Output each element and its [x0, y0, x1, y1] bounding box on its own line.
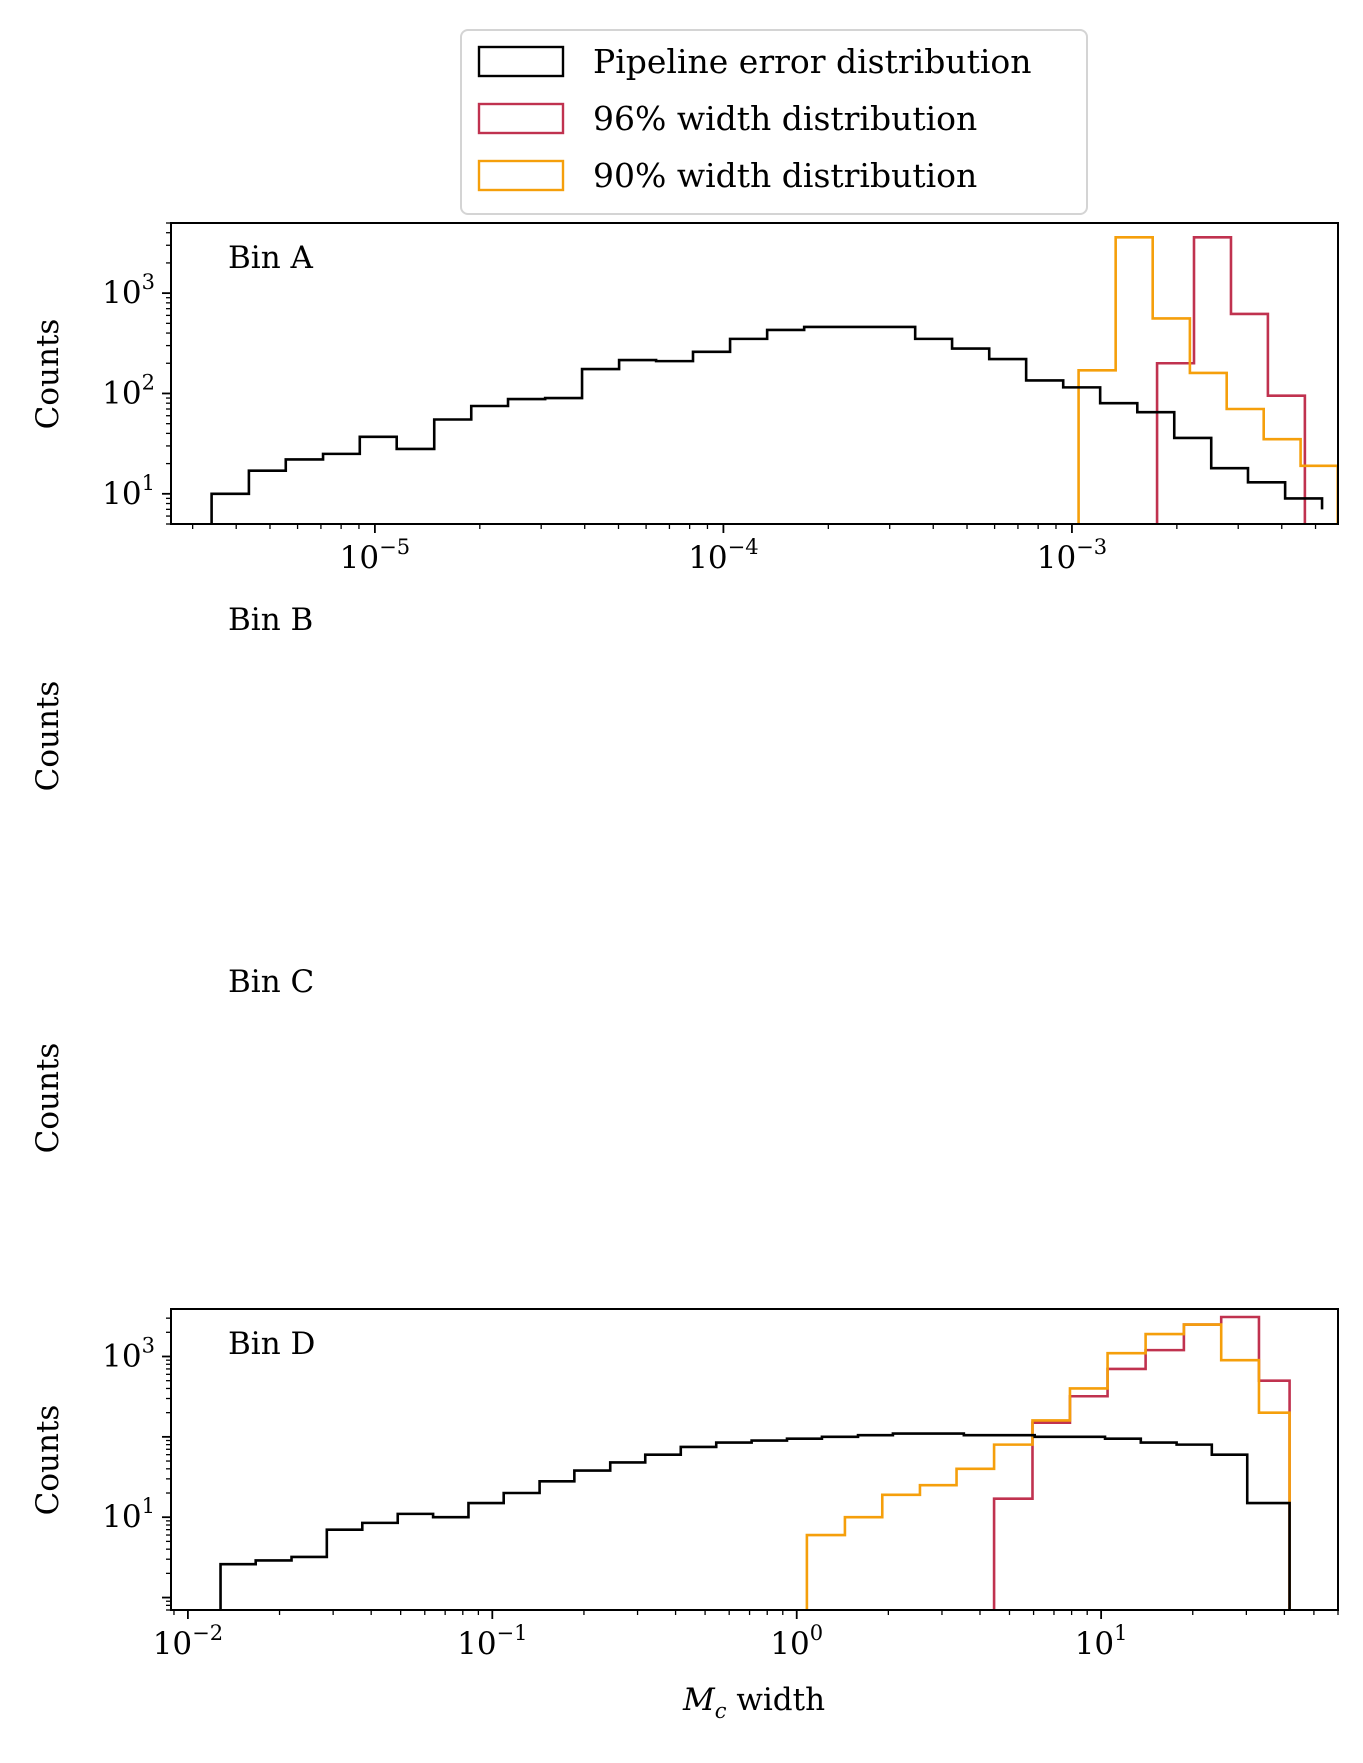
y-axis-label: Counts [30, 319, 66, 430]
x-axis-label: Mc width [682, 1682, 825, 1723]
tick-exponent: 0 [810, 1621, 823, 1645]
legend-frame [460, 29, 1088, 215]
tick-exponent: 1 [1114, 1621, 1127, 1645]
y-tick-label: 103 [102, 1333, 155, 1374]
x-tick-label: 10−4 [688, 535, 758, 576]
legend-entry-96: 96% width distribution [477, 99, 977, 138]
series-96-width [1155, 236, 1307, 524]
legend-entry-pipeline: Pipeline error distribution [477, 42, 1032, 81]
panel-bin-b-series [219, 1315, 1291, 1610]
tick-base: 10 [102, 375, 141, 411]
tick-exponent: −3 [1076, 535, 1107, 559]
y-axis-label: Counts [30, 681, 66, 792]
y-axis-label: Counts [30, 1405, 66, 1516]
y-tick-label: 101 [102, 471, 155, 512]
legend-label: 90% width distribution [593, 156, 977, 195]
tick-base: 10 [770, 1626, 809, 1662]
tick-exponent: 3 [142, 1333, 155, 1357]
legend: Pipeline error distribution 96% width di… [460, 29, 1088, 215]
tick-base: 10 [102, 275, 141, 311]
x-axis-label-symbol: M [682, 1682, 716, 1718]
tick-exponent: 1 [142, 471, 155, 495]
legend-label: Pipeline error distribution [593, 42, 1032, 81]
x-tick-label: 10−1 [457, 1621, 527, 1662]
x-axis-label-rest: width [726, 1682, 825, 1718]
x-tick-label: 10−3 [1037, 535, 1107, 576]
tick-base: 10 [457, 1626, 496, 1662]
x-tick-label: 100 [770, 1621, 823, 1662]
x-tick-label: 101 [1075, 1621, 1128, 1662]
series-90-width [1077, 236, 1338, 524]
tick-exponent: −1 [497, 1621, 528, 1645]
series-96-width [992, 1315, 1291, 1610]
tick-exponent: −4 [728, 535, 759, 559]
legend-swatch [477, 102, 565, 135]
y-axis-label: Counts [30, 1043, 66, 1154]
tick-exponent: 3 [142, 270, 155, 294]
panel-bin-a-series [210, 236, 1338, 524]
plot-frame [170, 1308, 1339, 1611]
tick-exponent: 1 [142, 1494, 155, 1518]
tick-base: 10 [102, 476, 141, 512]
tick-base: 10 [688, 540, 727, 576]
panel-label: Bin A [228, 240, 314, 276]
panel-label: Bin C [228, 964, 314, 1000]
legend-label: 96% width distribution [593, 99, 977, 138]
tick-base: 10 [102, 1499, 141, 1535]
tick-base: 10 [102, 1338, 141, 1374]
x-tick-label: 10−5 [340, 535, 410, 576]
x-axis-label-subscript: c [715, 1699, 727, 1723]
y-tick-label: 103 [102, 270, 155, 311]
panel-label: Bin D [228, 1326, 315, 1362]
series-pipeline-error [210, 325, 1324, 524]
x-tick-label: 10−2 [153, 1621, 223, 1662]
legend-swatch [477, 45, 565, 78]
tick-exponent: −5 [379, 535, 410, 559]
y-tick-label: 102 [102, 370, 155, 411]
panel-bin-c: Bin C Counts [30, 964, 314, 1153]
panel-label: Bin B [228, 602, 313, 638]
tick-base: 10 [1037, 540, 1076, 576]
panel-bin-d: Bin D Counts [30, 1326, 315, 1515]
y-tick-label: 101 [102, 1494, 155, 1535]
series-pipeline-error [219, 1432, 1291, 1610]
legend-swatch [477, 159, 565, 192]
tick-base: 10 [1075, 1626, 1114, 1662]
tick-exponent: −2 [192, 1621, 223, 1645]
plot-frame [170, 222, 1339, 525]
tick-exponent: 2 [142, 370, 155, 394]
tick-base: 10 [340, 540, 379, 576]
series-90-width [805, 1323, 1291, 1610]
legend-entry-90: 90% width distribution [477, 156, 977, 195]
tick-base: 10 [153, 1626, 192, 1662]
